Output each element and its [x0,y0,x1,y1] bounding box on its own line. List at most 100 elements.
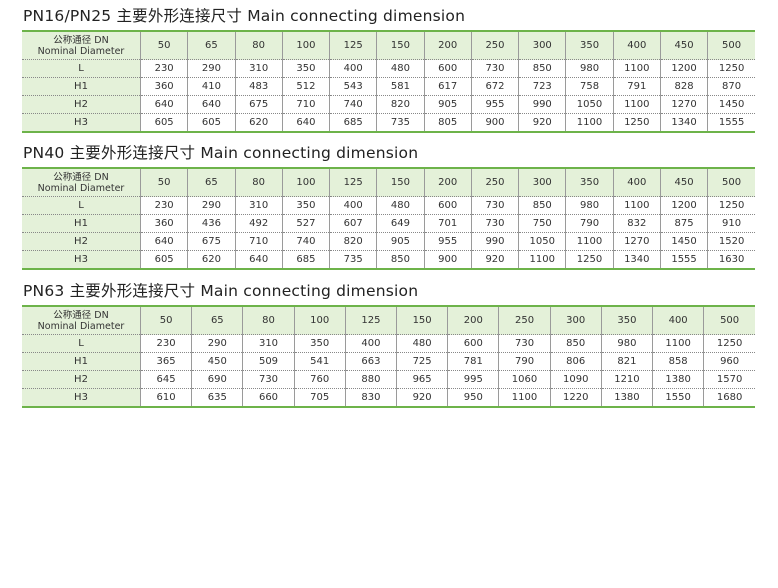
dn-header-cell: 150 [376,168,425,197]
row-label-cell: H2 [22,232,141,251]
value-cell: 663 [344,352,397,371]
value-cell: 980 [565,196,614,215]
dn-header-cell: 80 [234,168,283,197]
value-cell: 1200 [659,59,708,78]
value-cell: 1340 [659,113,708,132]
value-cell: 735 [376,113,425,132]
value-cell: 410 [187,77,236,96]
table-row: L 230 290 310 350 400 480 600 730 850 980 1100 1200 1… [22,59,755,78]
row-label-cell: H1 [22,352,141,371]
value-cell: 1520 [707,232,755,251]
value-cell: 832 [612,214,661,233]
value-cell: 910 [707,214,755,233]
dn-header-cell: 350 [565,31,614,60]
value-cell: 1210 [600,370,653,389]
dn-header-cell: 350 [565,168,614,197]
value-cell: 1100 [565,113,614,132]
value-cell: 900 [423,250,472,269]
value-cell: 920 [396,388,448,407]
value-cell: 605 [187,113,236,132]
value-cell: 1555 [659,250,708,269]
value-cell: 605 [139,250,188,269]
value-cell: 620 [187,250,236,269]
value-cell: 1220 [549,388,602,407]
value-cell: 610 [139,388,192,407]
value-cell: 310 [234,196,283,215]
value-cell: 640 [139,95,188,114]
value-cell: 955 [423,232,472,251]
value-cell: 230 [139,334,192,353]
value-cell: 350 [281,196,330,215]
dn-header-cell: 65 [191,306,243,335]
value-cell: 905 [376,232,425,251]
value-cell: 310 [242,334,295,353]
value-cell: 740 [329,95,377,114]
value-cell: 980 [600,334,653,353]
value-cell: 690 [191,370,243,389]
dn-header-cell: 65 [187,168,236,197]
dimension-section: PN40 主要外形连接尺寸 Main connecting dimension 公… [22,143,757,270]
dn-header-cell: 150 [376,31,425,60]
value-cell: 290 [187,59,236,78]
dimension-table: 公称通径 DN Nominal Diameter 50 65 80 100 125 150 20… [22,305,755,408]
value-cell: 955 [470,95,519,114]
value-cell: 400 [344,334,397,353]
table-row: H1 365 450 509 541 663 725 781 790 806 821 858 960 [22,352,755,371]
value-cell: 850 [518,59,566,78]
value-cell: 350 [281,59,330,78]
header-label-cn: 公称通径 DN [53,309,109,321]
dn-header-cell: 450 [659,31,708,60]
header-label-cell: 公称通径 DN Nominal Diameter [22,168,141,197]
value-cell: 710 [234,232,283,251]
value-cell: 400 [329,59,377,78]
value-cell: 735 [329,250,377,269]
value-cell: 617 [423,77,472,96]
value-cell: 310 [234,59,283,78]
value-cell: 360 [139,77,188,96]
value-cell: 350 [293,334,346,353]
value-cell: 830 [344,388,397,407]
value-cell: 805 [423,113,472,132]
value-cell: 640 [139,232,188,251]
table-row: H3 610 635 660 705 830 920 950 1100 1220 1380 1550 1… [22,388,755,407]
table-row: H3 605 620 640 685 735 850 900 920 1100 1250 1340 15… [22,250,755,269]
value-cell: 781 [447,352,499,371]
value-cell: 660 [242,388,295,407]
value-cell: 995 [447,370,499,389]
value-cell: 675 [234,95,283,114]
value-cell: 730 [470,59,519,78]
value-cell: 725 [396,352,448,371]
value-cell: 790 [565,214,614,233]
value-cell: 730 [470,214,519,233]
table-row: H2 645 690 730 760 880 965 995 1060 1090 1210 1380 1… [22,370,755,389]
dn-header-cell: 200 [423,31,472,60]
value-cell: 290 [187,196,236,215]
section-title: PN63 主要外形连接尺寸 Main connecting dimension [23,282,419,300]
value-cell: 730 [470,196,519,215]
value-cell: 1050 [565,95,614,114]
value-cell: 541 [293,352,346,371]
value-cell: 701 [423,214,472,233]
row-label-cell: L [22,196,141,215]
header-label-cell: 公称通径 DN Nominal Diameter [22,31,141,60]
value-cell: 436 [187,214,236,233]
row-label-cell: H2 [22,370,141,389]
value-cell: 607 [329,214,377,233]
value-cell: 527 [281,214,330,233]
dn-header-cell: 125 [344,306,397,335]
dn-header-cell: 80 [234,31,283,60]
value-cell: 649 [376,214,425,233]
dn-header-cell: 400 [652,306,704,335]
value-cell: 990 [518,95,566,114]
row-label-cell: H3 [22,113,141,132]
value-cell: 509 [242,352,295,371]
value-cell: 1050 [518,232,566,251]
dn-header-cell: 250 [498,306,551,335]
header-label-cn: 公称通径 DN [53,34,109,46]
header-label-en: Nominal Diameter [37,182,125,194]
dimension-section: PN16/PN25 主要外形连接尺寸 Main connecting dimen… [22,6,757,133]
value-cell: 740 [281,232,330,251]
value-cell: 1680 [703,388,755,407]
table-row: H2 640 675 710 740 820 905 955 990 1050 1100 1270 14… [22,232,755,251]
value-cell: 1270 [659,95,708,114]
